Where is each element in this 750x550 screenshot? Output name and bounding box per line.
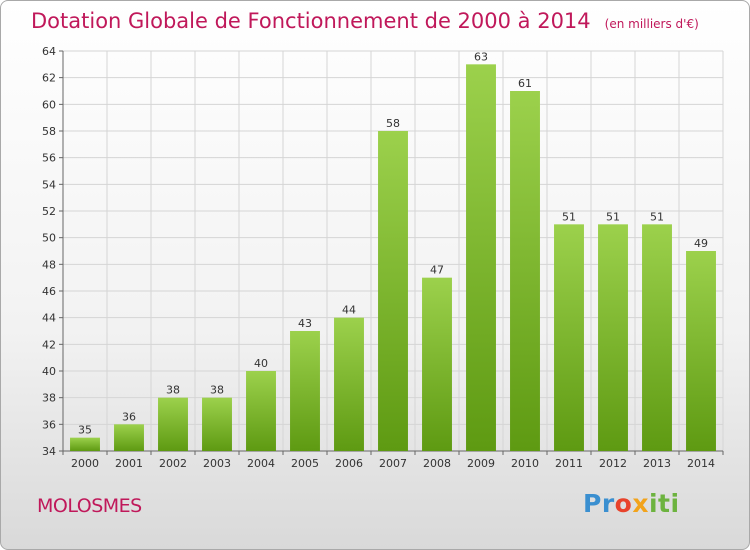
- bar-2007: [378, 131, 408, 451]
- bar-2003: [202, 397, 232, 451]
- y-tick-label: 40: [42, 365, 56, 378]
- proxiti-logo[interactable]: Proxiti: [583, 489, 680, 518]
- y-tick-label: 64: [42, 45, 56, 58]
- bar-2013: [642, 224, 672, 451]
- bar-value-label: 38: [210, 384, 224, 397]
- x-tick-label: 2011: [555, 457, 583, 470]
- x-tick-label: 2009: [467, 457, 495, 470]
- bar-value-label: 36: [122, 410, 136, 423]
- x-tick-label: 2006: [335, 457, 363, 470]
- y-tick-label: 54: [42, 178, 56, 191]
- bar-2000: [70, 437, 100, 451]
- bar-value-label: 47: [430, 264, 444, 277]
- y-tick-label: 56: [42, 152, 56, 165]
- bar-value-label: 51: [562, 210, 576, 223]
- bar-2012: [598, 224, 628, 451]
- y-tick-label: 48: [42, 258, 56, 271]
- y-tick-label: 60: [42, 98, 56, 111]
- bar-2002: [158, 397, 188, 451]
- chart-title: Dotation Globale de Fonctionnement de 20…: [31, 9, 591, 33]
- y-tick-label: 58: [42, 125, 56, 138]
- bar-value-label: 35: [78, 424, 92, 437]
- x-tick-label: 2012: [599, 457, 627, 470]
- bar-value-label: 58: [386, 117, 400, 130]
- y-tick-label: 44: [42, 312, 56, 325]
- labels: 34 36 38 40 42 44 46 48 50 52 54 56 58 60 62 64 35 2000 36…: [42, 45, 715, 470]
- x-tick-label: 2002: [159, 457, 187, 470]
- chart-header: Dotation Globale de Fonctionnement de 20…: [31, 9, 699, 33]
- y-tick-label: 62: [42, 72, 56, 85]
- x-tick-label: 2005: [291, 457, 319, 470]
- bar-value-label: 40: [254, 357, 268, 370]
- bar-2001: [114, 424, 144, 451]
- bar-2010: [510, 91, 540, 451]
- chart-subtitle: (en milliers d'€): [604, 17, 699, 31]
- x-tick-label: 2003: [203, 457, 231, 470]
- bar-2014: [686, 251, 716, 451]
- y-tick-label: 46: [42, 285, 56, 298]
- bar-value-label: 61: [518, 77, 532, 90]
- place-name: MOLOSMES: [37, 495, 142, 517]
- x-tick-label: 2001: [115, 457, 143, 470]
- x-tick-label: 2000: [71, 457, 99, 470]
- bar-2006: [334, 317, 364, 451]
- bar-value-label: 51: [606, 210, 620, 223]
- bar-value-label: 49: [694, 237, 708, 250]
- x-tick-label: 2014: [687, 457, 715, 470]
- bar-value-label: 38: [166, 384, 180, 397]
- bars: [70, 64, 716, 452]
- bar-2009: [466, 64, 496, 452]
- x-tick-label: 2010: [511, 457, 539, 470]
- y-tick-label: 42: [42, 338, 56, 351]
- y-tick-label: 38: [42, 392, 56, 405]
- bar-2005: [290, 331, 320, 451]
- bar-value-label: 43: [298, 317, 312, 330]
- x-tick-label: 2004: [247, 457, 275, 470]
- y-tick-label: 52: [42, 205, 56, 218]
- bar-value-label: 51: [650, 210, 664, 223]
- bar-2004: [246, 371, 276, 451]
- bar-value-label: 63: [474, 50, 488, 63]
- x-tick-label: 2008: [423, 457, 451, 470]
- x-tick-label: 2007: [379, 457, 407, 470]
- y-tick-label: 50: [42, 232, 56, 245]
- bar-2011: [554, 224, 584, 451]
- bar-value-label: 44: [342, 304, 356, 317]
- y-tick-label: 34: [42, 445, 56, 458]
- x-tick-label: 2013: [643, 457, 671, 470]
- bar-2008: [422, 277, 452, 451]
- y-tick-label: 36: [42, 418, 56, 431]
